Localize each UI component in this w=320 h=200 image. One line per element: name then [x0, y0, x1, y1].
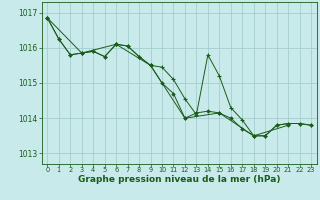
X-axis label: Graphe pression niveau de la mer (hPa): Graphe pression niveau de la mer (hPa) — [78, 175, 280, 184]
